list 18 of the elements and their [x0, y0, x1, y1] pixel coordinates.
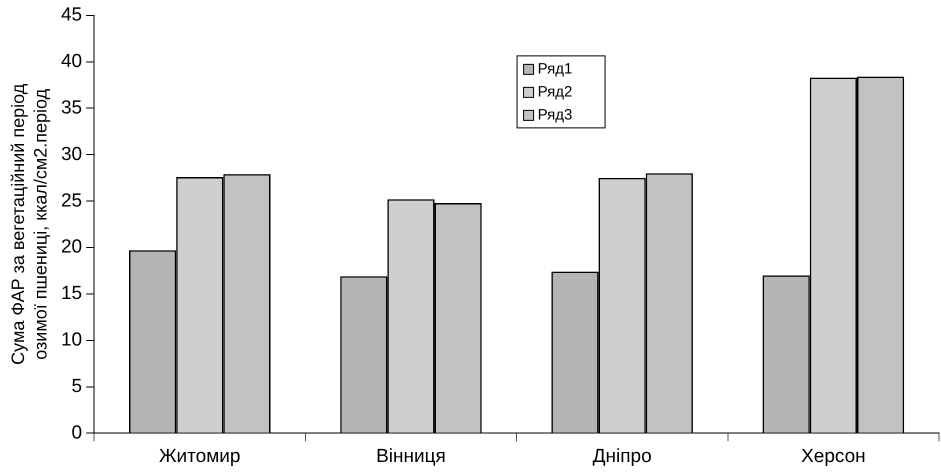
y-tick-label: 35 [60, 97, 82, 118]
x-tick-label: Херсон [801, 446, 866, 467]
legend-label: Ряд1 [538, 60, 572, 78]
y-tick-label: 40 [60, 51, 82, 72]
y-axis-title: Сума ФАР за вегетаційний період озимої пшениці, ккал/см2.період [8, 83, 51, 365]
y-tick-label: 0 [72, 422, 82, 444]
legend-label: Ряд3 [538, 106, 572, 124]
y-tick-label: 30 [60, 144, 82, 165]
x-tick-label: Житомир [159, 446, 240, 467]
y-tick-label: 15 [60, 283, 82, 304]
legend-label: Ряд2 [538, 84, 572, 101]
y-tick-label: 5 [72, 376, 82, 398]
x-tick-label: Вінниця [376, 446, 446, 467]
y-tick-label: 20 [60, 236, 82, 258]
x-tick-label: Дніпро [592, 446, 652, 467]
y-tick-label: 25 [60, 190, 82, 212]
y-tick-label: 45 [60, 4, 82, 26]
y-tick-label: 10 [60, 330, 82, 351]
